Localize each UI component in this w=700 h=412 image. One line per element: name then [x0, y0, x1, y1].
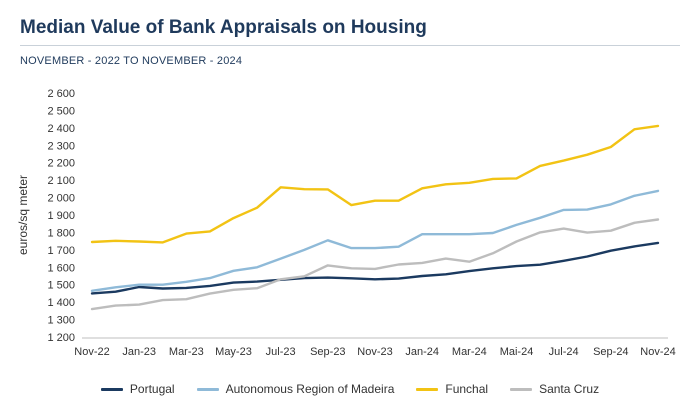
y-tick-label: 2 300 [47, 140, 75, 152]
legend-label: Funchal [445, 382, 489, 396]
x-tick-label: Nov-22 [74, 346, 109, 358]
y-tick-label: 1 700 [47, 245, 75, 257]
x-tick-label: Nov-24 [640, 346, 675, 358]
series-line-autonomous-region-of-madeira [90, 189, 660, 292]
x-tick-label: Mai-24 [500, 346, 534, 358]
y-tick-label: 1 900 [47, 210, 75, 222]
x-tick-label: Mar-24 [452, 346, 487, 358]
legend-swatch [100, 387, 123, 391]
series-line-portugal [90, 241, 660, 295]
chart-axes: 1 200 1 300 1 400 1 500 1 600 1 700 1 800 1 900… [47, 88, 675, 358]
y-tick-label: 2 400 [47, 123, 75, 135]
x-tick-label: Sep-23 [310, 346, 345, 358]
legend-item-funchal: Funchal [416, 382, 488, 396]
chart-series [90, 124, 660, 311]
legend-swatch [416, 387, 439, 391]
y-tick-label: 1 600 [47, 262, 75, 274]
legend-label: Portugal [129, 382, 175, 396]
x-tick-label: Jan-23 [122, 346, 156, 358]
x-tick-label: Jul-24 [549, 346, 579, 358]
x-tick-label: Jul-23 [266, 346, 296, 358]
legend-label: Santa Cruz [539, 382, 600, 396]
series-line-funchal [90, 124, 660, 244]
legend-item-santa-cruz: Santa Cruz [510, 382, 599, 396]
y-tick-label: 2 200 [47, 158, 75, 170]
x-tick-label: Mar-23 [169, 346, 204, 358]
x-tick-label: May-23 [215, 346, 252, 358]
x-tick-label: Nov-23 [357, 346, 392, 358]
y-tick-label: 1 200 [47, 332, 75, 344]
y-tick-label: 1 500 [47, 280, 75, 292]
legend-label: Autonomous Region of Madeira [225, 382, 395, 396]
legend-swatch [510, 387, 533, 391]
legend-item-portugal: Portugal [100, 382, 175, 396]
line-chart: 1 200 1 300 1 400 1 500 1 600 1 700 1 800 1 900… [16, 88, 676, 358]
chart-title: Median Value of Bank Appraisals on Housi… [20, 17, 427, 38]
chart-legend: Portugal Autonomous Region of Madeira Func… [0, 382, 700, 396]
y-tick-label: 1 800 [47, 227, 75, 239]
y-tick-label: 2 100 [47, 175, 75, 187]
y-tick-label: 2 600 [47, 88, 75, 100]
y-tick-label: 2 500 [47, 105, 75, 117]
y-axis-label: euros/sq meter [16, 175, 30, 255]
y-tick-label: 1 300 [47, 315, 75, 327]
y-tick-label: 1 400 [47, 297, 75, 309]
y-tick-label: 2 000 [47, 193, 75, 205]
x-tick-label: Jan-24 [405, 346, 439, 358]
title-divider [20, 45, 680, 46]
chart-subtitle: NOVEMBER - 2022 TO NOVEMBER - 2024 [20, 55, 243, 67]
series-line-santa-cruz [90, 218, 660, 311]
x-tick-label: Sep-24 [593, 346, 628, 358]
legend-swatch [196, 387, 219, 391]
legend-item-autonomous-region-of-madeira: Autonomous Region of Madeira [196, 382, 395, 396]
